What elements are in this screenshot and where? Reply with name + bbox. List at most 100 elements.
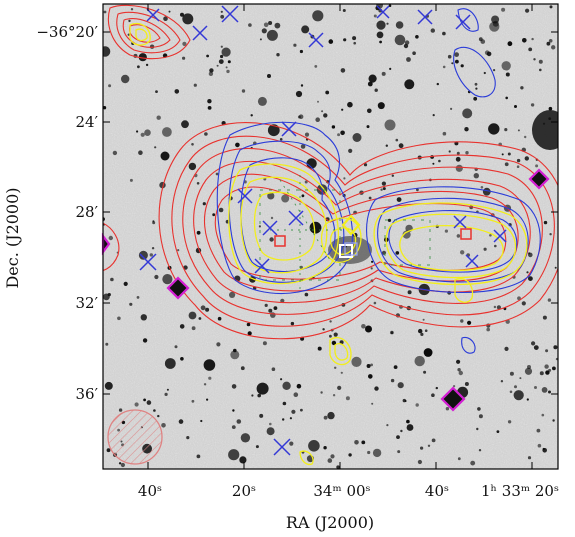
- star: [216, 342, 221, 347]
- star: [137, 65, 140, 69]
- star: [545, 349, 549, 353]
- star: [519, 377, 522, 380]
- star: [138, 53, 147, 62]
- star: [530, 103, 535, 107]
- star: [331, 125, 336, 129]
- star: [188, 162, 197, 171]
- star: [367, 108, 372, 114]
- star: [458, 370, 463, 376]
- star: [379, 40, 382, 44]
- star: [367, 81, 373, 87]
- star: [183, 265, 188, 270]
- star: [218, 207, 224, 213]
- star: [282, 418, 285, 421]
- star: [104, 381, 113, 390]
- star: [276, 53, 280, 57]
- star: [289, 417, 292, 420]
- blue-x-marker: [453, 215, 467, 229]
- star: [329, 334, 332, 338]
- star: [216, 64, 219, 67]
- star: [138, 250, 148, 260]
- star: [435, 386, 438, 390]
- star: [323, 446, 327, 450]
- star: [207, 99, 212, 104]
- star: [220, 54, 224, 59]
- star: [215, 172, 219, 176]
- star: [460, 319, 464, 323]
- star: [543, 220, 548, 225]
- star: [257, 96, 267, 106]
- star: [372, 448, 382, 458]
- star: [280, 298, 285, 303]
- star: [533, 58, 536, 61]
- star: [112, 150, 118, 156]
- star: [123, 281, 128, 286]
- star: [393, 365, 398, 369]
- star: [266, 427, 275, 436]
- star: [206, 398, 209, 401]
- star: [373, 301, 377, 305]
- star: [312, 10, 324, 22]
- star: [423, 370, 427, 374]
- star: [336, 465, 340, 469]
- star: [231, 384, 237, 389]
- star: [308, 440, 320, 452]
- star: [524, 367, 533, 375]
- star: [422, 318, 425, 321]
- star: [182, 56, 186, 60]
- star: [368, 374, 373, 379]
- star: [427, 444, 431, 447]
- star: [527, 365, 531, 369]
- star: [325, 90, 330, 95]
- star: [549, 5, 553, 9]
- star: [474, 82, 478, 86]
- star: [460, 250, 465, 255]
- star: [395, 251, 400, 255]
- star: [396, 197, 402, 203]
- star: [460, 64, 464, 68]
- star: [501, 153, 504, 156]
- y-axis-label: Dec. (J2000): [3, 187, 22, 288]
- star: [501, 7, 506, 12]
- star: [415, 403, 419, 407]
- star: [388, 4, 392, 7]
- star: [400, 429, 403, 433]
- star: [267, 74, 271, 78]
- star: [365, 325, 372, 333]
- blue-x-marker: [262, 220, 278, 236]
- star: [417, 459, 422, 465]
- star: [517, 129, 520, 132]
- star: [149, 253, 153, 257]
- star: [374, 386, 379, 391]
- star: [384, 119, 396, 131]
- star: [297, 115, 301, 119]
- star: [456, 234, 461, 238]
- star: [145, 63, 149, 67]
- star: [504, 128, 508, 132]
- star: [267, 124, 280, 137]
- star: [482, 187, 491, 196]
- star: [306, 158, 317, 169]
- x-tick-label: 40ˢ: [138, 482, 162, 500]
- star: [551, 45, 556, 50]
- star: [456, 359, 461, 364]
- star: [415, 35, 419, 39]
- star: [397, 382, 404, 389]
- star: [536, 428, 541, 433]
- star: [263, 22, 269, 28]
- star: [447, 54, 452, 59]
- star: [248, 23, 252, 27]
- star: [103, 106, 107, 110]
- star: [539, 371, 544, 376]
- star: [247, 331, 252, 336]
- star: [144, 129, 151, 136]
- star: [129, 178, 133, 182]
- star: [193, 83, 197, 87]
- star: [528, 276, 533, 281]
- star: [121, 74, 130, 84]
- star: [538, 59, 543, 64]
- star: [314, 65, 318, 68]
- star: [196, 182, 200, 185]
- star: [300, 84, 304, 87]
- star: [327, 458, 333, 463]
